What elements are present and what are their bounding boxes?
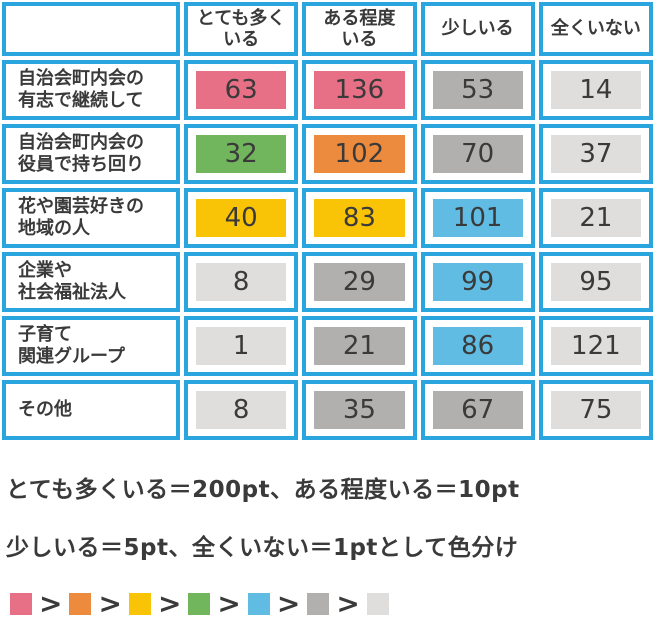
- value-box: 86: [432, 327, 523, 365]
- value-cell-r3-c3: 101: [420, 188, 535, 248]
- greater-than-separator: >: [98, 587, 122, 620]
- value-box: 99: [432, 263, 523, 301]
- value-box: 75: [550, 391, 641, 429]
- value-cell-r2-c1: 32: [184, 124, 299, 184]
- value-cell-r4-c2: 29: [302, 252, 417, 312]
- value-cell-r1-c2: 136: [302, 60, 417, 120]
- value-cell-r1-c4: 14: [538, 60, 653, 120]
- value-box: 40: [196, 199, 287, 237]
- value-cell-r3-c4: 21: [538, 188, 653, 248]
- column-header-2: ある程度 いる: [302, 2, 417, 56]
- survey-table: とても多く いる ある程度 いる 少しいる 全くいない 自治会町内会の 有志で継続して 63 13…: [2, 2, 653, 440]
- value-cell-r5-c2: 21: [302, 316, 417, 376]
- value-box: 37: [550, 135, 641, 173]
- value-cell-r5-c3: 86: [420, 316, 535, 376]
- legend-swatch-pink: [10, 593, 32, 615]
- legend-swatch-green: [188, 593, 211, 615]
- greater-than-separator: >: [39, 587, 63, 620]
- legend-swatch-orange: [69, 593, 92, 615]
- value-cell-r4-c1: 8: [184, 252, 299, 312]
- value-box: 1: [196, 327, 287, 365]
- value-cell-r6-c2: 35: [302, 380, 417, 440]
- value-box: 35: [314, 391, 405, 429]
- column-header-4: 全くいない: [538, 2, 653, 56]
- weighting-note-line-2: 少しいる＝5pt、全くいない＝1ptとして色分け: [6, 535, 519, 561]
- greater-than-separator: >: [157, 587, 182, 620]
- value-box: 8: [196, 391, 287, 429]
- value-cell-r3-c1: 40: [184, 188, 299, 248]
- row-label-1: 自治会町内会の 有志で継続して: [2, 60, 180, 120]
- row-label-4: 企業や 社会福祉法人: [2, 252, 180, 312]
- value-cell-r2-c4: 37: [538, 124, 653, 184]
- value-cell-r1-c1: 63: [184, 60, 299, 120]
- legend-swatch-blue: [247, 593, 270, 615]
- table-corner-cell: [2, 2, 180, 56]
- value-cell-r4-c4: 95: [538, 252, 653, 312]
- row-label-6: その他: [2, 380, 180, 440]
- value-box: 121: [550, 327, 641, 365]
- value-box: 136: [314, 71, 405, 109]
- value-cell-r6-c4: 75: [538, 380, 653, 440]
- value-box: 14: [550, 71, 641, 109]
- value-box: 21: [550, 199, 641, 237]
- value-box: 8: [196, 263, 287, 301]
- value-box: 63: [196, 71, 287, 109]
- value-box: 53: [432, 71, 523, 109]
- value-box: 32: [196, 135, 287, 173]
- color-rank-legend: > > > > > >: [10, 590, 655, 618]
- value-cell-r5-c4: 121: [538, 316, 653, 376]
- row-label-2: 自治会町内会の 役員で持ち回り: [2, 124, 180, 184]
- value-cell-r6-c1: 8: [184, 380, 299, 440]
- value-box: 83: [314, 199, 405, 237]
- legend-swatch-light-gray: [366, 593, 389, 615]
- value-box: 21: [314, 327, 405, 365]
- legend-swatch-gray: [307, 593, 330, 615]
- value-cell-r1-c3: 53: [420, 60, 535, 120]
- value-cell-r6-c3: 67: [420, 380, 535, 440]
- greater-than-separator: >: [336, 587, 360, 620]
- value-box: 101: [432, 199, 523, 237]
- column-header-3: 少しいる: [420, 2, 535, 56]
- legend-swatch-yellow: [128, 593, 151, 615]
- value-box: 29: [314, 263, 405, 301]
- row-label-3: 花や園芸好きの 地域の人: [2, 188, 180, 248]
- value-cell-r5-c1: 1: [184, 316, 299, 376]
- greater-than-separator: >: [217, 587, 241, 620]
- value-cell-r2-c2: 102: [302, 124, 417, 184]
- value-box: 95: [550, 263, 641, 301]
- weighting-note-line-1: とても多くいる＝200pt、ある程度いる＝10pt: [6, 477, 520, 503]
- value-box: 70: [432, 135, 523, 173]
- value-box: 102: [314, 135, 405, 173]
- value-cell-r4-c3: 99: [420, 252, 535, 312]
- value-cell-r2-c3: 70: [420, 124, 535, 184]
- column-header-1: とても多く いる: [184, 2, 299, 56]
- row-label-5: 子育て 関連グループ: [2, 316, 180, 376]
- value-box: 67: [432, 391, 523, 429]
- greater-than-separator: >: [276, 587, 301, 620]
- value-cell-r3-c2: 83: [302, 188, 417, 248]
